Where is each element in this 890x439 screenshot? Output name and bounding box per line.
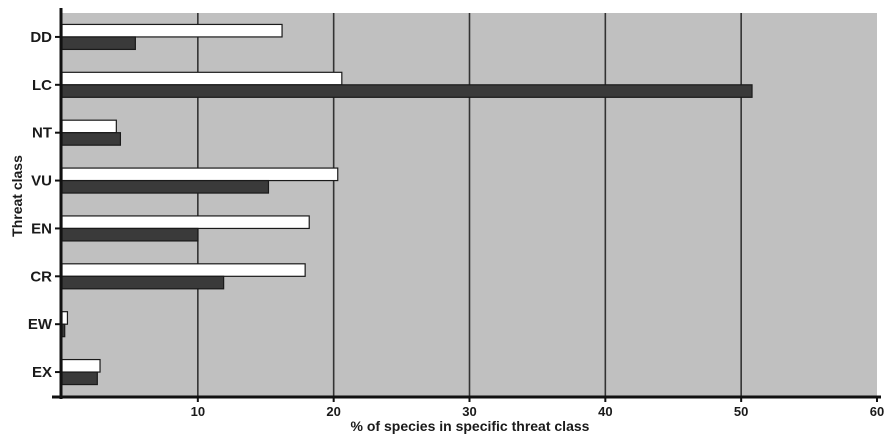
bar-cr-series-2 <box>61 275 225 290</box>
bar-dd-series-2 <box>61 36 136 51</box>
x-tick-label-60: 60 <box>870 404 884 419</box>
bar-ex-series-1 <box>61 358 101 373</box>
bar-en-series-1 <box>61 215 310 230</box>
category-label-nt: NT <box>32 125 52 142</box>
bar-lc-series-2 <box>61 84 753 98</box>
bar-vu-series-1 <box>61 167 339 182</box>
bar-ew-series-1 <box>61 311 69 325</box>
category-label-dd: DD <box>30 29 52 46</box>
bar-cr-series-1 <box>61 263 306 277</box>
y-axis-title: Threat class <box>9 155 25 237</box>
bar-vu-series-2 <box>61 179 270 194</box>
category-label-ew: EW <box>28 316 53 333</box>
x-tick-label-50: 50 <box>734 404 748 419</box>
bar-nt-series-1 <box>61 119 117 134</box>
bar-ex-series-2 <box>61 371 98 386</box>
x-axis-title: % of species in specific threat class <box>351 418 590 434</box>
category-label-en: EN <box>31 220 52 237</box>
category-label-cr: CR <box>30 268 52 285</box>
bar-lc-series-1 <box>61 71 343 86</box>
x-tick-label-10: 10 <box>191 404 205 419</box>
category-label-ex: EX <box>32 364 52 381</box>
x-tick-label-40: 40 <box>598 404 612 419</box>
category-label-lc: LC <box>32 77 52 94</box>
bar-en-series-2 <box>61 227 199 242</box>
x-tick-label-30: 30 <box>462 404 476 419</box>
category-label-vu: VU <box>31 173 52 190</box>
bar-dd-series-1 <box>61 23 283 38</box>
bar-nt-series-2 <box>61 132 122 146</box>
x-tick-label-20: 20 <box>326 404 340 419</box>
